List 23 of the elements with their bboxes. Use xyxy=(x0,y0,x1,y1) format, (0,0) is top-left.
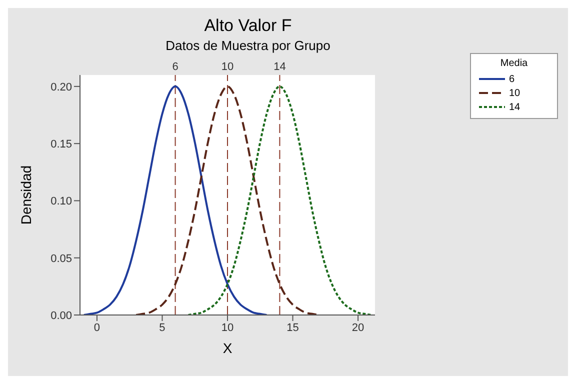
ref-line-label: 6 xyxy=(172,61,178,73)
y-tick-label: 0.15 xyxy=(50,138,72,150)
x-tick-label: 20 xyxy=(352,322,364,334)
y-tick-label: 0.05 xyxy=(50,252,72,265)
legend-label: 10 xyxy=(509,88,520,98)
line-series xyxy=(187,85,372,315)
y-tick-label: 0.20 xyxy=(50,81,72,94)
ref-line-label: 14 xyxy=(274,61,286,73)
y-tick-label: 0.10 xyxy=(50,196,72,208)
y-tick-label: 0.00 xyxy=(50,310,72,322)
x-tick-label: 5 xyxy=(159,322,166,334)
x-tick-label: 0 xyxy=(94,322,100,334)
y-axis-title: Densidad xyxy=(18,165,34,225)
ref-line-label: 10 xyxy=(221,61,234,73)
x-tick-label: 10 xyxy=(221,322,234,334)
line-series xyxy=(82,85,268,315)
legend-title: Media xyxy=(499,58,529,69)
chart-title: Alto Valor F xyxy=(203,15,293,36)
x-axis-title: X xyxy=(222,340,233,356)
x-tick-label: 15 xyxy=(286,322,299,334)
legend-label: 6 xyxy=(509,74,515,84)
legend-label: 14 xyxy=(509,102,520,112)
chart-subtitle: Datos de Muestra por Grupo xyxy=(164,37,332,53)
